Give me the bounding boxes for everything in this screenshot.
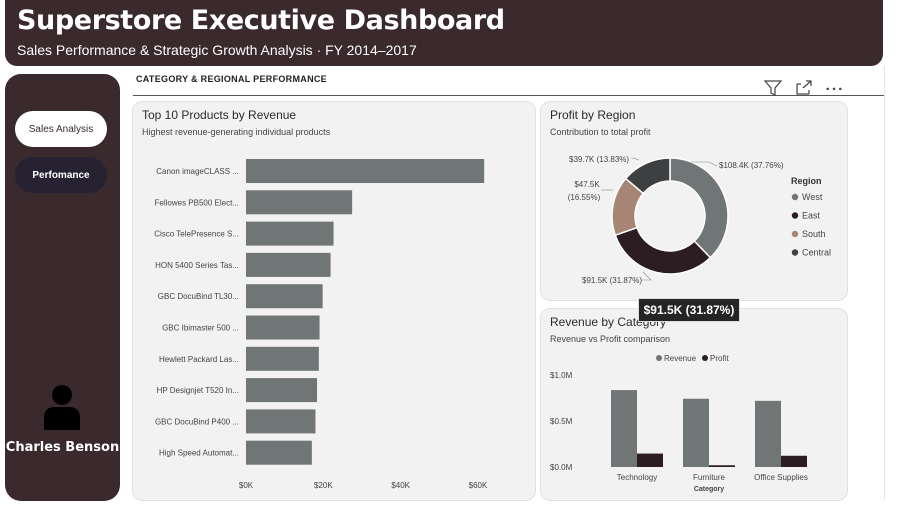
header-banner: Superstore Executive Dashboard Sales Per… — [5, 0, 883, 66]
donut-slice — [614, 226, 712, 275]
bar — [246, 159, 485, 183]
legend-marker — [702, 355, 708, 361]
bar-category-label: GBC DocuBind TL30... — [158, 292, 239, 301]
column-bar — [637, 453, 663, 467]
legend-label: Revenue — [664, 354, 697, 363]
column-bar — [755, 400, 781, 467]
x-tick-label: $0K — [239, 481, 254, 490]
slice-label: $47.5K — [574, 180, 600, 189]
bar-category-label: Hewlett Packard Las... — [159, 355, 239, 364]
x-tick-label: $60K — [469, 481, 488, 490]
bar — [246, 190, 353, 215]
nav-performance-button[interactable]: Perfomance — [15, 157, 107, 193]
slice-label: $39.7K (13.83%) — [569, 155, 629, 164]
profit-region-title: Profit by Region — [550, 108, 636, 122]
section-divider — [133, 95, 885, 96]
user-icon — [44, 385, 80, 430]
top-products-chart: Canon imageCLASS ... Fellowes PB500 Elect… — [154, 159, 488, 490]
bar-category-label: HON 5400 Series Tas... — [155, 261, 239, 270]
legend-label: Profit — [710, 354, 729, 363]
legend-marker — [791, 230, 799, 238]
leader-line — [631, 157, 640, 161]
bar — [246, 378, 318, 403]
top-products-card: Top 10 Products by Revenue Highest reven… — [132, 101, 536, 501]
bar-category-label: Canon imageCLASS ... — [156, 167, 239, 176]
bar — [246, 284, 323, 309]
chart-tooltip: $91.5K (31.87%) — [638, 298, 740, 322]
x-tick-label: $20K — [314, 481, 333, 490]
x-tick-label: Office Supplies — [754, 473, 808, 482]
sidebar: Sales Analysis Perfomance Charles Benson — [5, 74, 120, 501]
page-title: Superstore Executive Dashboard — [17, 5, 505, 36]
slice-label: $91.5K (31.87%) — [582, 276, 642, 285]
section-title: CATEGORY & REGIONAL PERFORMANCE — [136, 74, 327, 84]
x-tick-label: $40K — [391, 481, 410, 490]
filter-icon[interactable] — [764, 80, 782, 96]
profit-region-card: Profit by Region Contribution to total p… — [540, 101, 848, 301]
slice-label: (16.55%) — [568, 193, 601, 202]
bar-category-label: High Speed Automat... — [159, 449, 239, 458]
legend-title: Region — [791, 176, 822, 186]
focus-mode-icon[interactable] — [795, 80, 813, 96]
bar — [246, 315, 320, 340]
page-border — [884, 66, 885, 500]
y-tick-label: $0.0M — [550, 463, 573, 472]
leader-line — [641, 271, 652, 281]
legend-label: East — [802, 211, 821, 221]
top-products-subtitle: Highest revenue-generating individual pr… — [142, 127, 331, 137]
donut-slice — [669, 157, 729, 259]
nav-sales-analysis-button[interactable]: Sales Analysis — [15, 111, 107, 147]
bar-category-label: Fellowes PB500 Elect... — [155, 198, 239, 207]
x-axis-title: Category — [694, 486, 724, 493]
y-tick-label: $0.5M — [550, 417, 573, 426]
profit-region-chart: $108.4K (37.76%) $91.5K (31.87%) $47.5K (16… — [568, 155, 831, 285]
bar — [246, 252, 331, 277]
legend-marker — [791, 193, 799, 201]
legend-marker — [791, 249, 799, 256]
column-bar — [781, 455, 807, 467]
user-name: Charles Benson — [5, 440, 120, 455]
bar-category-label: Cisco TelePresence S... — [154, 230, 239, 239]
donut-slice — [624, 157, 671, 195]
revenue-category-title: Revenue by Category — [550, 315, 667, 329]
bar-category-label: GBC Ibimaster 500 ... — [162, 324, 239, 333]
page-subtitle: Sales Performance & Strategic Growth Ana… — [17, 42, 417, 58]
leader-line — [691, 161, 718, 167]
bar — [246, 221, 334, 246]
legend-label: South — [802, 229, 826, 239]
revenue-category-card: Revenue by Category Revenue vs Profit co… — [540, 308, 848, 501]
x-tick-label: Technology — [617, 473, 657, 482]
column-bar — [709, 465, 735, 467]
revenue-category-subtitle: Revenue vs Profit comparison — [550, 334, 671, 344]
x-tick-label: Furniture — [693, 473, 726, 482]
bar — [246, 409, 316, 434]
more-options-icon[interactable] — [825, 80, 843, 96]
legend-label: Central — [802, 248, 831, 258]
profit-region-subtitle: Contribution to total profit — [550, 127, 651, 137]
column-bar — [611, 390, 637, 467]
bar-category-label: HP Designjet T520 In... — [157, 386, 239, 395]
top-products-title: Top 10 Products by Revenue — [142, 108, 297, 122]
y-tick-label: $1.0M — [550, 371, 573, 380]
legend-marker — [791, 212, 799, 219]
bar — [246, 346, 319, 371]
column-bar — [683, 398, 709, 467]
slice-label: $108.4K (37.76%) — [719, 161, 784, 170]
legend-label: West — [802, 192, 823, 202]
legend-marker — [656, 355, 662, 361]
revenue-category-chart: $0.0M $0.5M $1.0M Technology Furniture Office… — [550, 354, 808, 493]
bar-category-label: GBC DocuBind P400 ... — [155, 417, 239, 426]
bar — [246, 440, 312, 465]
